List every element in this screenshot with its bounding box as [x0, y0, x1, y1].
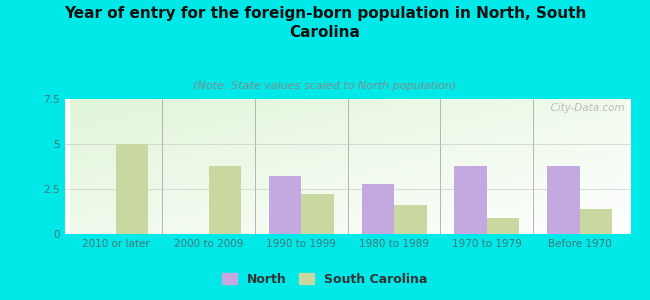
- Bar: [361, 184, 394, 234]
- Bar: [269, 176, 302, 234]
- Text: (Note: State values scaled to North population): (Note: State values scaled to North popu…: [194, 81, 456, 91]
- Bar: [454, 166, 487, 234]
- Bar: [209, 166, 241, 234]
- Legend: North, South Carolina: North, South Carolina: [217, 268, 433, 291]
- Bar: [580, 209, 612, 234]
- Text: Year of entry for the foreign-born population in North, South
Carolina: Year of entry for the foreign-born popul…: [64, 6, 586, 40]
- Bar: [302, 194, 334, 234]
- Text: City-Data.com: City-Data.com: [544, 103, 625, 113]
- Bar: [116, 144, 148, 234]
- Bar: [547, 166, 580, 234]
- Bar: [394, 205, 426, 234]
- Bar: [487, 218, 519, 234]
